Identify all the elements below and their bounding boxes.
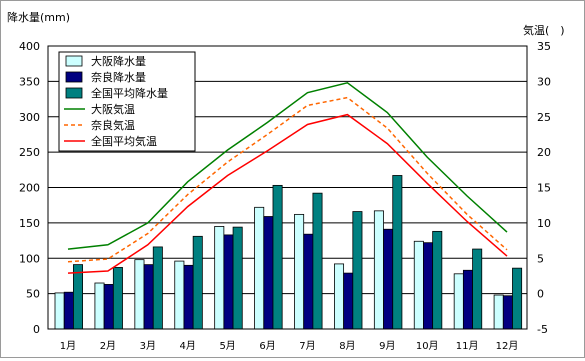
x-tick-label: 10月 [416,340,439,352]
bar [432,230,443,330]
right-axis-title: 気温( ) [523,23,565,37]
bar [294,213,305,330]
x-tick-label: 11月 [456,340,479,352]
bar [103,284,114,330]
bar [383,228,394,330]
bar [192,235,203,330]
legend-swatch [65,87,83,99]
bar [373,210,384,330]
left-tick-label: 50 [26,288,40,301]
right-tick-label: 15 [537,182,551,195]
bar [223,234,234,330]
legend-box [58,51,196,152]
bar [413,240,424,330]
plot-area-border [47,45,528,330]
bar [73,264,84,330]
bar [263,216,274,330]
x-tick-label: 9月 [379,340,395,352]
bar [303,233,314,330]
bar [112,267,123,330]
legend-label: 大阪降水量 [91,54,146,68]
bar [334,263,345,330]
bar [423,242,434,330]
bar [392,175,403,330]
bar [174,260,185,330]
left-tick-label: 0 [33,323,40,336]
legend-label: 全国平均気温 [91,134,157,148]
temperature-line [67,96,508,263]
x-tick-label: 7月 [299,340,315,352]
bar [352,211,363,330]
bar [254,206,265,330]
left-tick-label: 400 [19,40,40,53]
right-tick-label: 30 [537,75,551,88]
legend-label: 奈良降水量 [91,70,146,84]
bar [312,192,323,330]
bar [183,264,194,330]
bar [63,291,74,330]
legend-swatch [65,71,83,83]
bar [232,226,243,330]
left-tick-label: 300 [19,111,40,124]
right-tick-label: 10 [537,217,551,230]
legend-swatch [65,55,83,67]
bar [134,259,145,330]
x-tick-label: 3月 [140,340,156,352]
bar [152,246,163,330]
bar [343,272,354,330]
bar [272,184,283,330]
bar [462,269,473,330]
legend-label: 全国平均降水量 [91,86,168,100]
left-tick-label: 200 [19,182,40,195]
temperature-line [67,113,508,274]
bars [54,175,523,330]
bar [502,295,513,330]
x-tick-label: 4月 [180,340,196,352]
legend-label: 大阪気温 [91,102,135,116]
right-tick-label: -5 [537,323,548,336]
x-tick-label: 8月 [339,340,355,352]
bar [453,273,464,330]
bar [214,226,225,330]
temperature-line [67,81,508,250]
right-tick-label: 25 [537,111,551,124]
left-axis-title: 降水量(mm) [7,10,70,24]
bar [94,282,105,330]
x-tick-label: 1月 [60,340,76,352]
temperature-lines [67,81,508,274]
x-tick-label: 12月 [496,340,519,352]
axes: 降水量(mm) 気温( ) 050100150200250300350400-5… [7,10,565,352]
right-tick-label: 0 [537,288,544,301]
bar [493,294,504,330]
bar [143,264,154,330]
left-tick-label: 100 [19,252,40,265]
left-tick-label: 250 [19,146,40,159]
left-tick-label: 150 [19,217,40,230]
right-tick-label: 35 [537,40,551,53]
bar [512,267,523,330]
legend-label: 奈良気温 [91,118,135,132]
x-tick-label: 6月 [259,340,275,352]
x-tick-label: 2月 [100,340,116,352]
right-tick-label: 5 [537,252,544,265]
right-tick-label: 20 [537,146,551,159]
left-tick-label: 350 [19,75,40,88]
x-tick-label: 5月 [219,340,235,352]
bar [54,292,65,330]
bar [472,248,483,330]
